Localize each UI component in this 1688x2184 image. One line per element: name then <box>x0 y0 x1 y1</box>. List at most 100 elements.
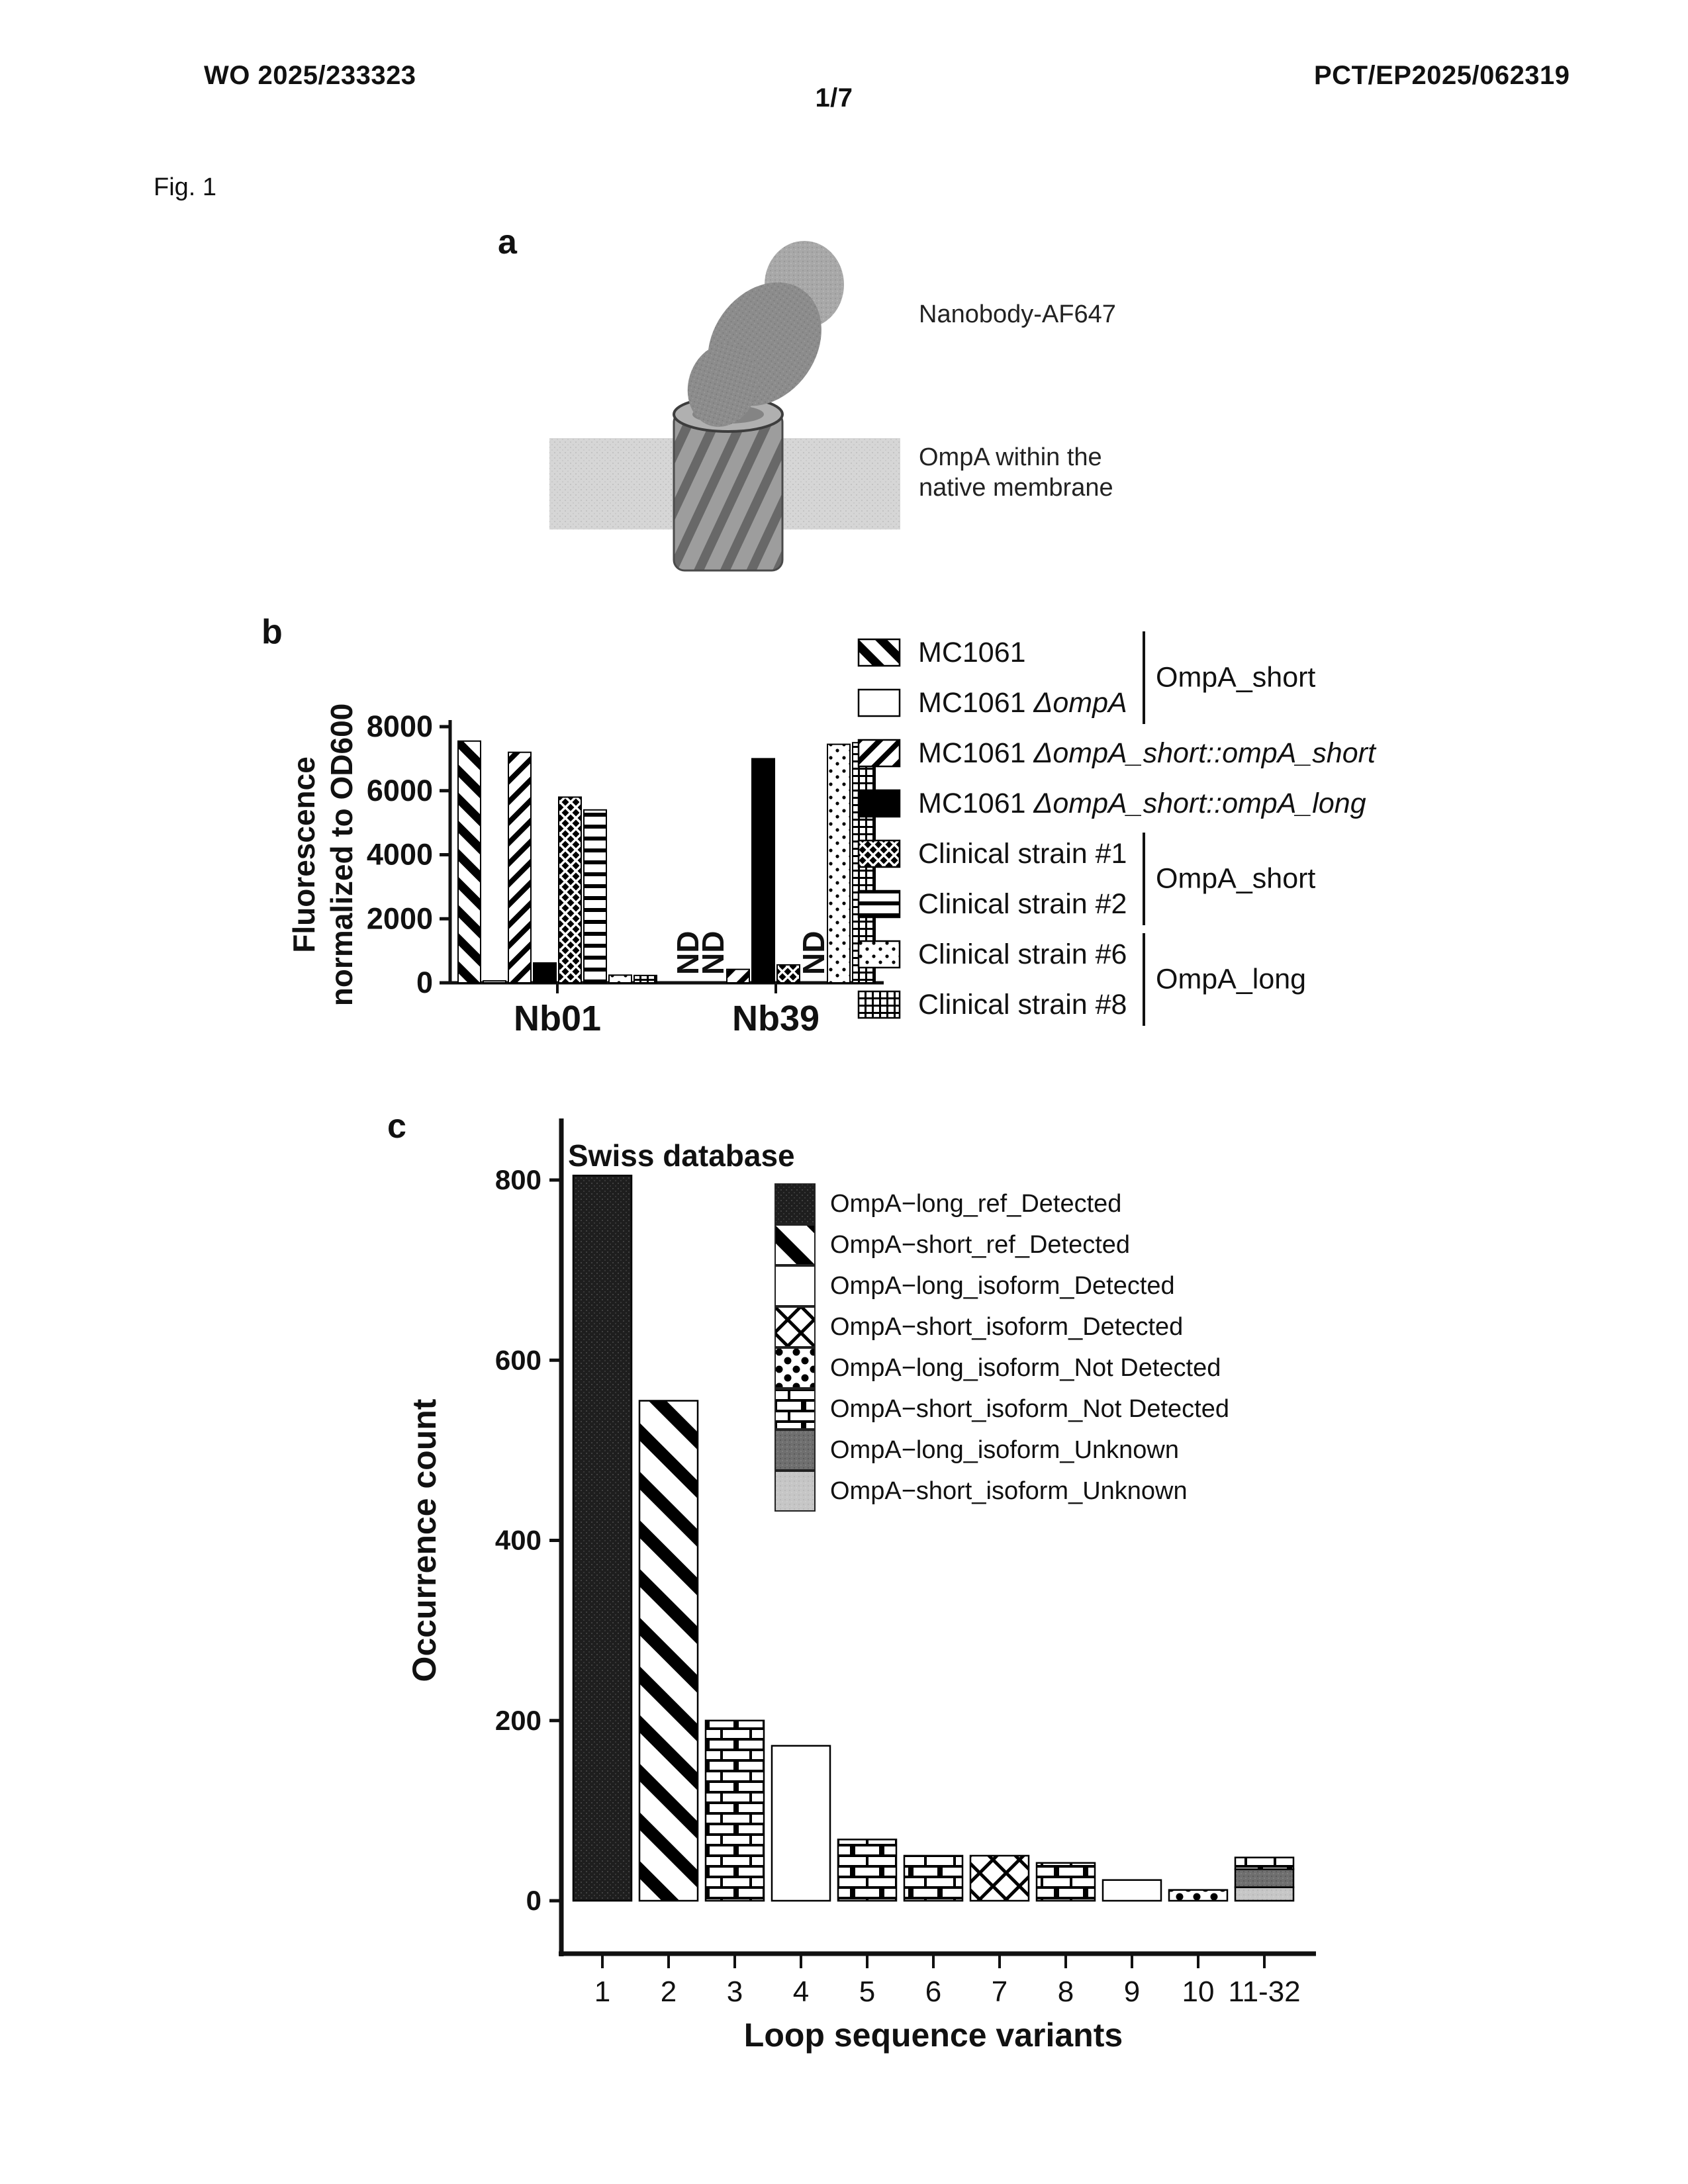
sheet-indicator: 1/7 <box>815 83 853 113</box>
legend-group-bracket: OmpA_long <box>1143 933 1306 1026</box>
c-bar-segment <box>969 1854 1030 1902</box>
b-bar <box>457 740 481 984</box>
legend-group-bracket: OmpA_short <box>1143 833 1315 925</box>
legend-item: MC1061 ΔompA_short::ompA_short <box>857 728 1376 778</box>
panel-a-illustration <box>549 241 900 572</box>
b-bar <box>533 962 557 984</box>
c-x-tick-label: 11-32 <box>1228 1976 1300 2008</box>
hlines-swatch-icon <box>857 889 901 919</box>
legend-item: OmpA−short_isoform_Detected <box>774 1306 1229 1347</box>
dark-stipple-swatch-icon <box>774 1183 816 1224</box>
legend-item-label: OmpA−short_isoform_Unknown <box>830 1477 1188 1505</box>
panel-c-chart: 0 200 400 600 800 Swiss database Occurrence co… <box>406 1118 1316 2054</box>
c-x-tick-label: 3 <box>727 1976 743 2008</box>
c-y-axis-label: Occurrence count <box>406 1398 443 1682</box>
c-bar-segment <box>1102 1879 1162 1902</box>
b-group-label: Nb39 <box>732 999 820 1038</box>
c-bar-segment <box>1168 1889 1229 1902</box>
slash-swatch-icon <box>857 739 901 768</box>
legend-item-label: OmpA−long_isoform_Unknown <box>830 1435 1179 1464</box>
legend-item: Clinical strain #2 <box>857 879 1376 929</box>
c-x-tick-label: 10 <box>1182 1976 1215 2008</box>
c-bar-segment <box>572 1174 633 1902</box>
c-bar-segment <box>1234 1856 1295 1870</box>
legend-item-label: OmpA−long_ref_Detected <box>830 1189 1122 1218</box>
c-bar-segment <box>1035 1862 1096 1902</box>
legend-group-label: OmpA_short <box>1156 661 1316 694</box>
legend-item: MC1061 <box>857 627 1376 678</box>
c-chart-title: Swiss database <box>568 1138 795 1173</box>
open-swatch-icon <box>774 1265 816 1306</box>
c-x-tick-label: 5 <box>859 1976 875 2008</box>
b-y-tick-label: 8000 <box>367 709 433 743</box>
legend-item-label: Clinical strain #8 <box>918 988 1127 1021</box>
legend-item-label: Clinical strain #6 <box>918 938 1127 970</box>
b-bar <box>558 796 582 983</box>
c-y-tick-label: 800 <box>495 1164 541 1195</box>
gray-light-swatch-icon <box>774 1471 816 1512</box>
panel-b-chart: 0 2000 4000 6000 8000 Fluorescence normalized … <box>287 704 884 1038</box>
c-x-tick-label: 7 <box>992 1976 1008 2008</box>
publication-number: WO 2025/233323 <box>204 61 416 90</box>
c-bar-segment <box>837 1839 898 1902</box>
legend-item: OmpA−long_isoform_Unknown <box>774 1430 1229 1471</box>
b-y-tick-label: 2000 <box>367 901 433 935</box>
legend-group-label: OmpA_short <box>1156 862 1316 895</box>
legend-item-label: MC1061 ΔompA_short::ompA_short <box>918 737 1376 769</box>
legend-item: OmpA−short_isoform_Not Detected <box>774 1388 1229 1430</box>
panel-c-legend: OmpA−long_ref_Detected OmpA−short_ref_Det… <box>774 1183 1229 1512</box>
legend-item-label: MC1061 ΔompA_short::ompA_long <box>918 787 1366 819</box>
c-bar-segment <box>903 1854 964 1902</box>
legend-item-label: MC1061 ΔompA <box>918 686 1127 719</box>
legend-item-label: OmpA−long_isoform_Detected <box>830 1271 1175 1300</box>
legend-item-label: OmpA−short_isoform_Detected <box>830 1312 1184 1341</box>
legend-item-label: Clinical strain #2 <box>918 887 1127 920</box>
legend-item: Clinical strain #8 <box>857 979 1376 1030</box>
b-group-label: Nb01 <box>514 999 601 1038</box>
diamond-swatch-icon <box>857 839 901 868</box>
membrane-label: OmpA within the native membrane <box>919 442 1113 503</box>
grid-fine-swatch-icon <box>857 990 901 1019</box>
legend-item-label: Clinical strain #1 <box>918 837 1127 870</box>
c-bar-segment <box>638 1400 699 1902</box>
c-x-tick-label: 2 <box>661 1976 677 2008</box>
application-number: PCT/EP2025/062319 <box>1314 61 1570 90</box>
legend-item-label: OmpA−short_ref_Detected <box>830 1230 1131 1259</box>
c-bar-segment <box>1234 1886 1295 1902</box>
b-bar <box>726 968 750 983</box>
membrane-label-line2: native membrane <box>919 474 1113 502</box>
legend-item: OmpA−long_isoform_Detected <box>774 1265 1229 1306</box>
b-bar <box>608 974 632 984</box>
figure-label: Fig. 1 <box>154 173 217 201</box>
panel-a-letter: a <box>498 223 517 261</box>
legend-item: Clinical strain #1 <box>857 829 1376 879</box>
c-y-tick-label: 400 <box>495 1525 541 1556</box>
nanobody-label: Nanobody-AF647 <box>919 300 1116 328</box>
legend-group-label: OmpA_long <box>1156 963 1307 995</box>
b-bar <box>483 980 506 983</box>
legend-item: OmpA−short_ref_Detected <box>774 1224 1229 1265</box>
b-nd-label: ND <box>671 931 705 975</box>
panel-b-letter: b <box>261 613 283 651</box>
b-y-axis-label-line1: Fluorescence <box>287 756 321 953</box>
gray-dark-swatch-icon <box>774 1430 816 1471</box>
legend-item: OmpA−long_ref_Detected <box>774 1183 1229 1224</box>
b-bar <box>508 751 532 983</box>
c-x-tick-label: 1 <box>594 1976 610 2008</box>
b-y-tick-label: 4000 <box>367 838 433 872</box>
b-y-axis-label-line2: normalized to OD600 <box>324 704 359 1007</box>
membrane-label-line1: OmpA within the <box>919 443 1102 471</box>
solid-swatch-icon <box>857 789 901 818</box>
legend-item-label: OmpA−long_isoform_Not Detected <box>830 1353 1221 1382</box>
c-bar-segment <box>771 1745 831 1902</box>
c-x-axis-label: Loop sequence variants <box>744 2017 1123 2054</box>
b-bar <box>776 964 800 983</box>
nanobody-graphic <box>687 241 844 427</box>
panel-b-legend-brackets: OmpA_short OmpA_short OmpA_long <box>1143 627 1421 1038</box>
open-swatch-icon <box>857 688 901 717</box>
dots-sparse-swatch-icon <box>857 940 901 969</box>
backslash-thick-swatch-icon <box>774 1224 816 1265</box>
legend-group-bracket: OmpA_short <box>1143 631 1315 724</box>
legend-item: OmpA−long_isoform_Not Detected <box>774 1347 1229 1388</box>
c-y-tick-label: 600 <box>495 1344 541 1375</box>
